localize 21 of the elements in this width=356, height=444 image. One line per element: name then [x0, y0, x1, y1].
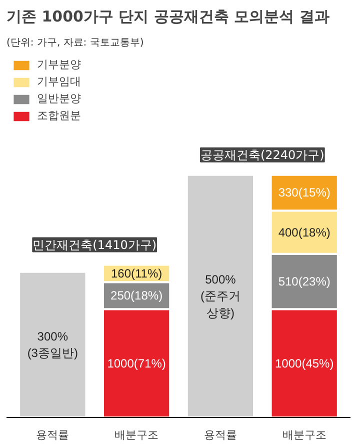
data-label: 250(18%) — [110, 288, 163, 303]
legend-label: 조합원분 — [37, 108, 81, 123]
legend-label: 일반분양 — [37, 91, 81, 106]
data-label: 300% (3종일반) — [27, 329, 78, 360]
annotation: 민간재건축(1410가구) — [32, 238, 157, 252]
chart-subtitle: (단위: 가구, 자료: 국토교통부) — [6, 38, 144, 48]
legend-label: 기부임대 — [37, 74, 81, 89]
data-label: 400(18%) — [278, 225, 330, 240]
legend-label: 기부분양 — [37, 57, 81, 72]
text: 공공재건축(2240가구) — [200, 148, 324, 162]
data-label: 330(15%) — [278, 186, 330, 200]
x-tick-label: 용적률 — [36, 428, 70, 442]
data-label: 160(11%) — [110, 266, 162, 280]
x-tick-label: 배분구조 — [282, 428, 326, 442]
data-label: 1000(71%) — [107, 356, 166, 370]
chart-title: 기존 1000가구 단지 공공재건축 모의분석 결과 — [6, 8, 330, 26]
x-tick-label: 용적률 — [204, 428, 237, 442]
data-label: 1000(45%) — [275, 356, 334, 370]
x-tick-label: 배분구조 — [114, 428, 159, 442]
data-label: 510(23%) — [278, 274, 330, 289]
data-label: 500% (준주거 상향) — [200, 272, 240, 320]
